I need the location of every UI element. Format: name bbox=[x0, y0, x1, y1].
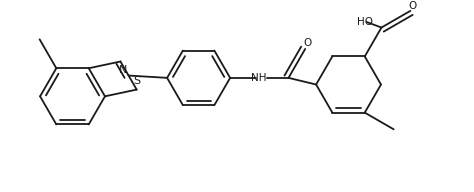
Text: HO: HO bbox=[357, 17, 373, 27]
Text: N: N bbox=[118, 65, 127, 75]
Text: NH: NH bbox=[251, 73, 266, 83]
Text: O: O bbox=[303, 38, 311, 48]
Text: O: O bbox=[409, 1, 417, 11]
Text: S: S bbox=[133, 76, 140, 86]
